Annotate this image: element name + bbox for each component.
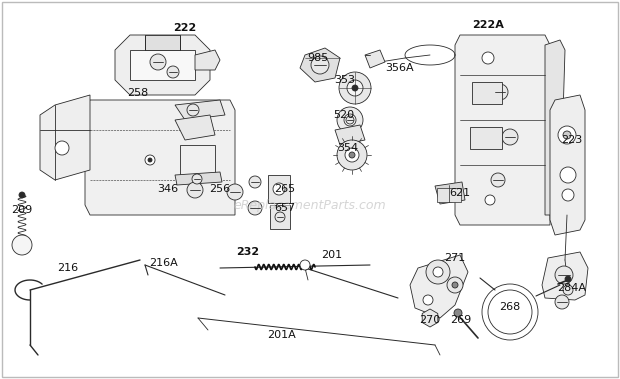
Circle shape <box>167 66 179 78</box>
Polygon shape <box>175 115 215 140</box>
Bar <box>470 127 502 149</box>
Text: 232: 232 <box>236 247 260 257</box>
Text: 216: 216 <box>58 263 79 273</box>
Text: 657: 657 <box>275 203 296 213</box>
Circle shape <box>346 116 354 124</box>
Circle shape <box>337 107 363 133</box>
Circle shape <box>502 129 518 145</box>
Circle shape <box>148 158 152 162</box>
Text: 356A: 356A <box>386 63 414 73</box>
Text: 268: 268 <box>499 302 521 312</box>
Circle shape <box>454 309 462 317</box>
Polygon shape <box>422 309 438 327</box>
Circle shape <box>275 212 285 222</box>
Circle shape <box>433 267 443 277</box>
Circle shape <box>491 173 505 187</box>
Text: 223: 223 <box>561 135 583 145</box>
Polygon shape <box>40 95 90 180</box>
Circle shape <box>311 56 329 74</box>
Circle shape <box>352 85 358 91</box>
Text: 621: 621 <box>450 188 471 198</box>
Polygon shape <box>542 252 588 300</box>
Text: 222A: 222A <box>472 20 504 30</box>
Circle shape <box>555 295 569 309</box>
Text: 270: 270 <box>419 315 441 325</box>
Circle shape <box>12 235 32 255</box>
Circle shape <box>558 126 576 144</box>
Polygon shape <box>175 100 225 120</box>
Circle shape <box>145 155 155 165</box>
Circle shape <box>339 72 371 104</box>
Polygon shape <box>410 255 468 318</box>
Circle shape <box>563 131 571 139</box>
Circle shape <box>300 260 310 270</box>
Polygon shape <box>435 182 465 204</box>
Circle shape <box>452 282 458 288</box>
Polygon shape <box>550 95 585 235</box>
Text: 269: 269 <box>450 315 472 325</box>
Circle shape <box>273 183 285 195</box>
Bar <box>180 145 215 175</box>
Text: 201: 201 <box>321 250 343 260</box>
Polygon shape <box>85 100 235 215</box>
Text: 353: 353 <box>335 75 355 85</box>
Circle shape <box>55 141 69 155</box>
Circle shape <box>492 84 508 100</box>
Circle shape <box>150 54 166 70</box>
Circle shape <box>249 176 261 188</box>
Circle shape <box>192 174 202 184</box>
Text: 265: 265 <box>275 184 296 194</box>
Text: eReplacementParts.com: eReplacementParts.com <box>234 199 386 211</box>
Text: 222: 222 <box>174 23 197 33</box>
Circle shape <box>560 167 576 183</box>
Circle shape <box>426 260 450 284</box>
Text: 216A: 216A <box>149 258 177 268</box>
Polygon shape <box>545 40 565 215</box>
Text: 985: 985 <box>308 53 329 63</box>
Circle shape <box>248 201 262 215</box>
Text: 271: 271 <box>445 253 466 263</box>
Polygon shape <box>175 172 222 185</box>
Circle shape <box>187 104 199 116</box>
Circle shape <box>563 285 573 295</box>
Circle shape <box>555 266 573 284</box>
Bar <box>268 175 290 203</box>
Text: 346: 346 <box>157 184 179 194</box>
Circle shape <box>19 192 25 198</box>
Circle shape <box>347 80 363 96</box>
Circle shape <box>423 295 433 305</box>
Circle shape <box>344 114 356 126</box>
Circle shape <box>482 52 494 64</box>
Polygon shape <box>115 35 210 95</box>
Circle shape <box>349 152 355 158</box>
Polygon shape <box>130 50 195 80</box>
Circle shape <box>187 182 203 198</box>
Text: 256: 256 <box>210 184 231 194</box>
Circle shape <box>345 148 359 162</box>
Text: 258: 258 <box>127 88 149 98</box>
Circle shape <box>227 184 243 200</box>
Text: 284A: 284A <box>557 283 587 293</box>
Circle shape <box>485 195 495 205</box>
Circle shape <box>337 140 367 170</box>
Bar <box>437 188 461 202</box>
Circle shape <box>447 277 463 293</box>
Bar <box>472 82 502 104</box>
Polygon shape <box>335 125 365 145</box>
Polygon shape <box>145 35 180 50</box>
Polygon shape <box>365 50 385 68</box>
Text: 520: 520 <box>334 110 355 120</box>
Circle shape <box>562 189 574 201</box>
Bar <box>270 205 290 229</box>
Text: 354: 354 <box>337 143 358 153</box>
Circle shape <box>565 276 571 282</box>
Polygon shape <box>455 35 550 225</box>
Text: 201A: 201A <box>268 330 296 340</box>
Polygon shape <box>300 48 340 82</box>
Text: 209: 209 <box>11 205 33 215</box>
Polygon shape <box>195 50 220 70</box>
